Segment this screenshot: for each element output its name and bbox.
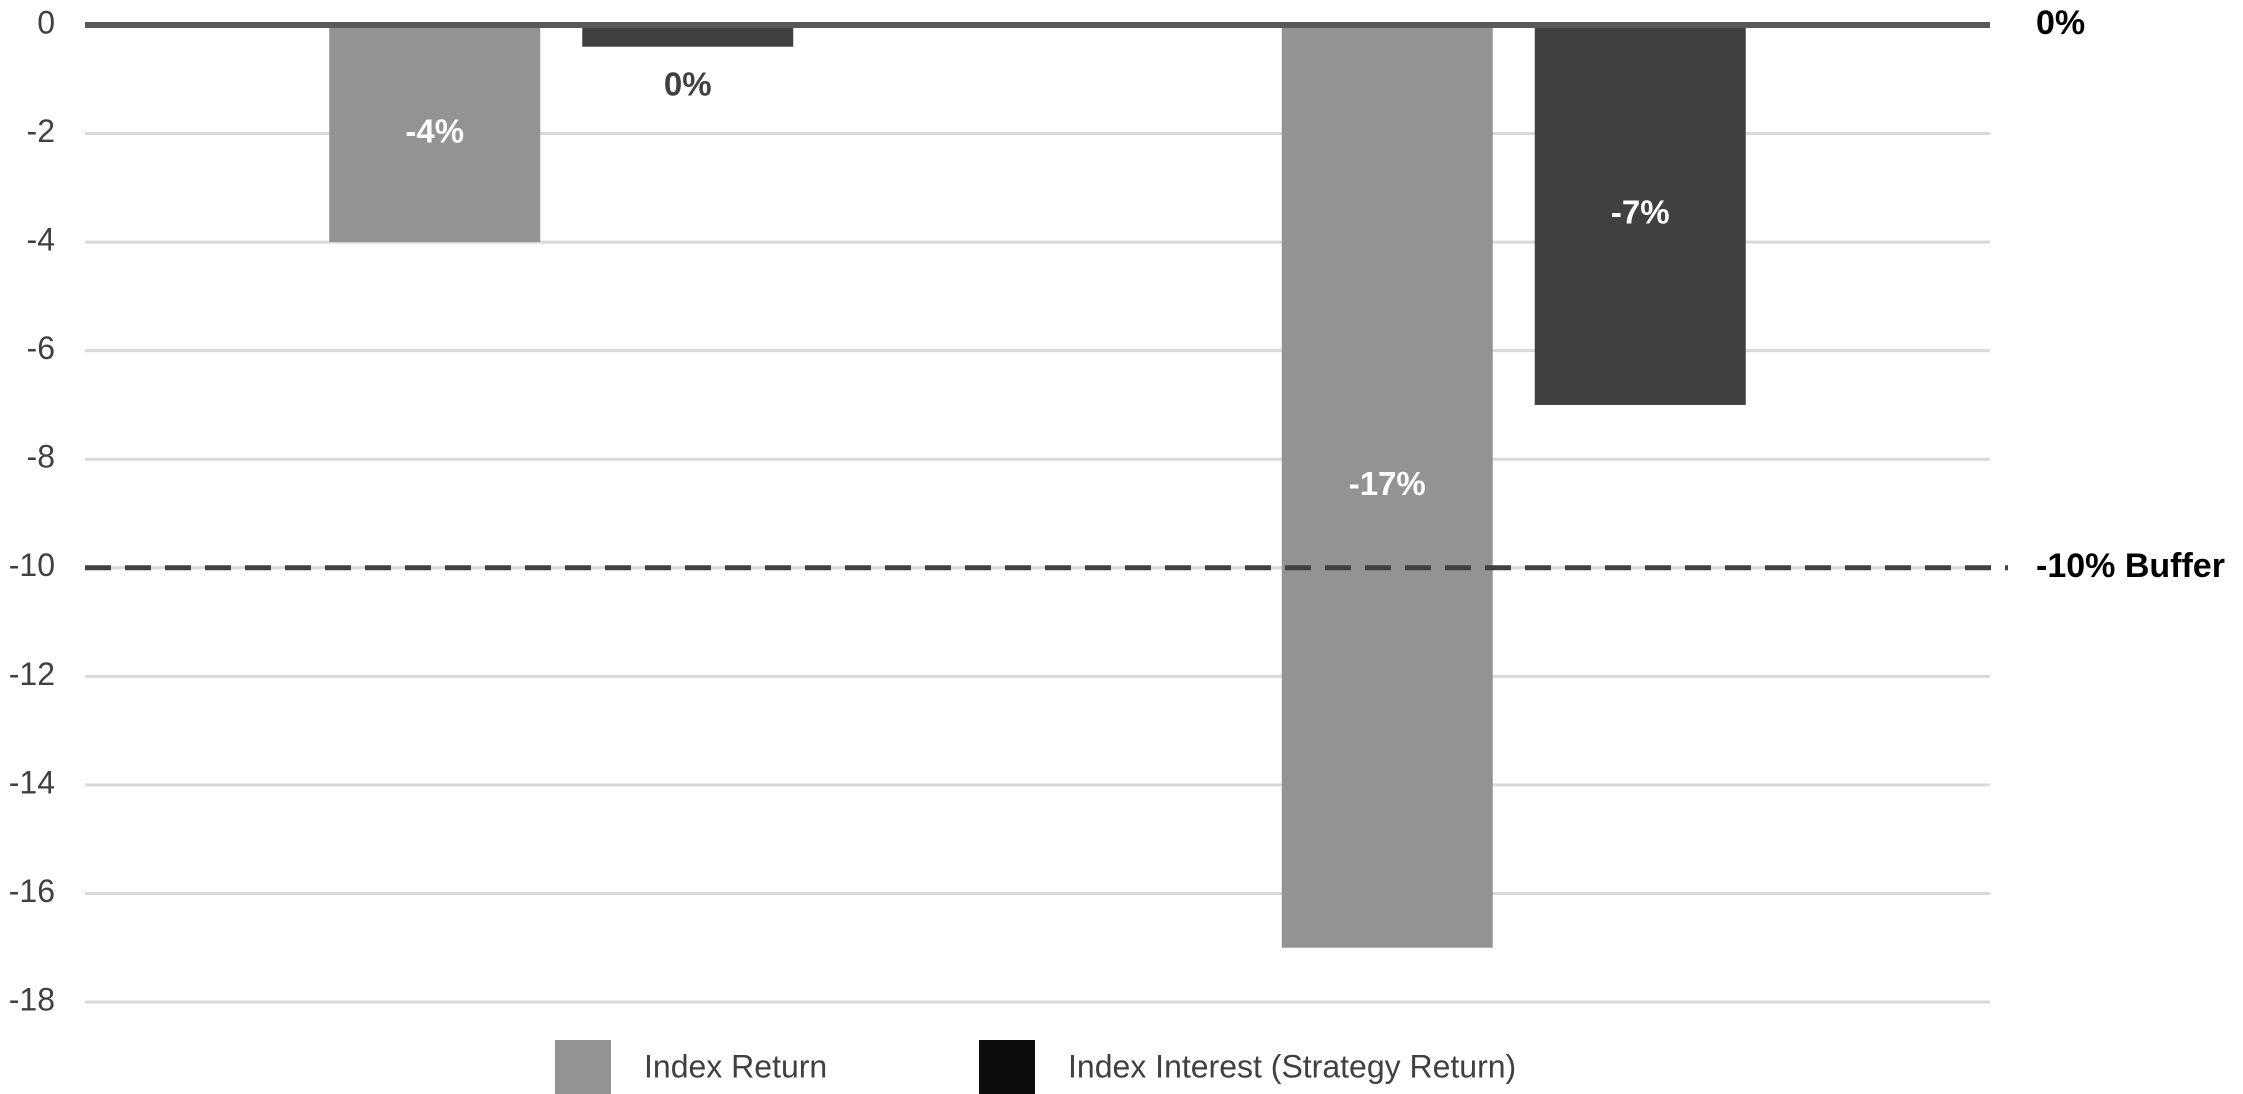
y-tick-label: -18	[9, 981, 55, 1017]
data-label: -4%	[405, 112, 464, 149]
y-tick-label: -6	[27, 330, 55, 366]
bar	[1534, 25, 1746, 405]
bar	[582, 25, 794, 47]
bar	[329, 25, 541, 243]
legend-swatch	[555, 1040, 611, 1094]
data-label: -7%	[1611, 194, 1670, 231]
y-tick-label: -12	[9, 656, 55, 692]
data-label: -17%	[1349, 465, 1426, 502]
data-label: 0%	[664, 65, 712, 102]
y-tick-label: -10	[9, 547, 55, 583]
y-tick-label: -8	[27, 439, 55, 475]
legend-label: Index Return	[644, 1048, 827, 1084]
legend-swatch	[979, 1040, 1035, 1094]
y-tick-label: -14	[9, 764, 55, 800]
y-tick-label: -4	[27, 222, 55, 258]
y-tick-label: -16	[9, 873, 55, 909]
legend-label: Index Interest (Strategy Return)	[1068, 1048, 1516, 1084]
reference-label: 0%	[2036, 4, 2085, 42]
y-tick-label: 0	[37, 4, 55, 40]
y-tick-label: -2	[27, 113, 55, 149]
bar	[1281, 25, 1493, 948]
reference-label: -10% Buffer	[2036, 547, 2225, 585]
